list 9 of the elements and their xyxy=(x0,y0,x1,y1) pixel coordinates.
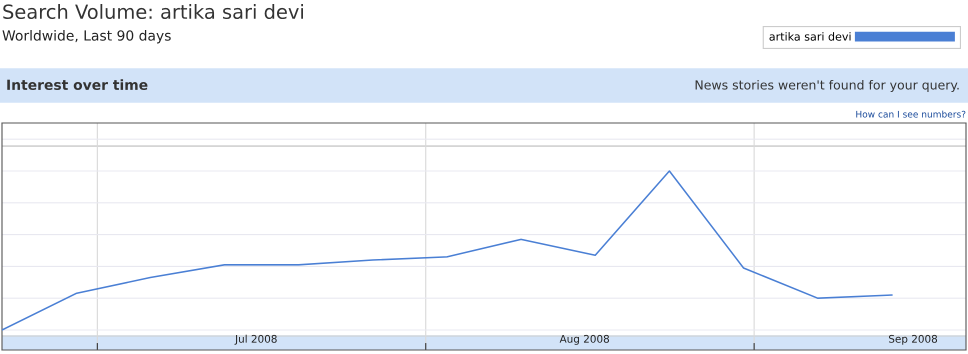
x-tick-label: Jul 2008 xyxy=(234,334,277,345)
chart-title: Search Volume: artika sari devi xyxy=(3,4,303,20)
chart-subtitle: Worldwide, Last 90 days xyxy=(2,30,171,44)
text: News stories weren't found for your query. xyxy=(696,80,959,92)
text: Interest over time xyxy=(7,79,148,90)
x-tick-label: Aug 2008 xyxy=(560,334,610,345)
x-tick-label: Sep 2008 xyxy=(888,334,938,345)
text: artika sari devi xyxy=(769,32,851,41)
text: How can I see numbers? xyxy=(856,110,966,118)
